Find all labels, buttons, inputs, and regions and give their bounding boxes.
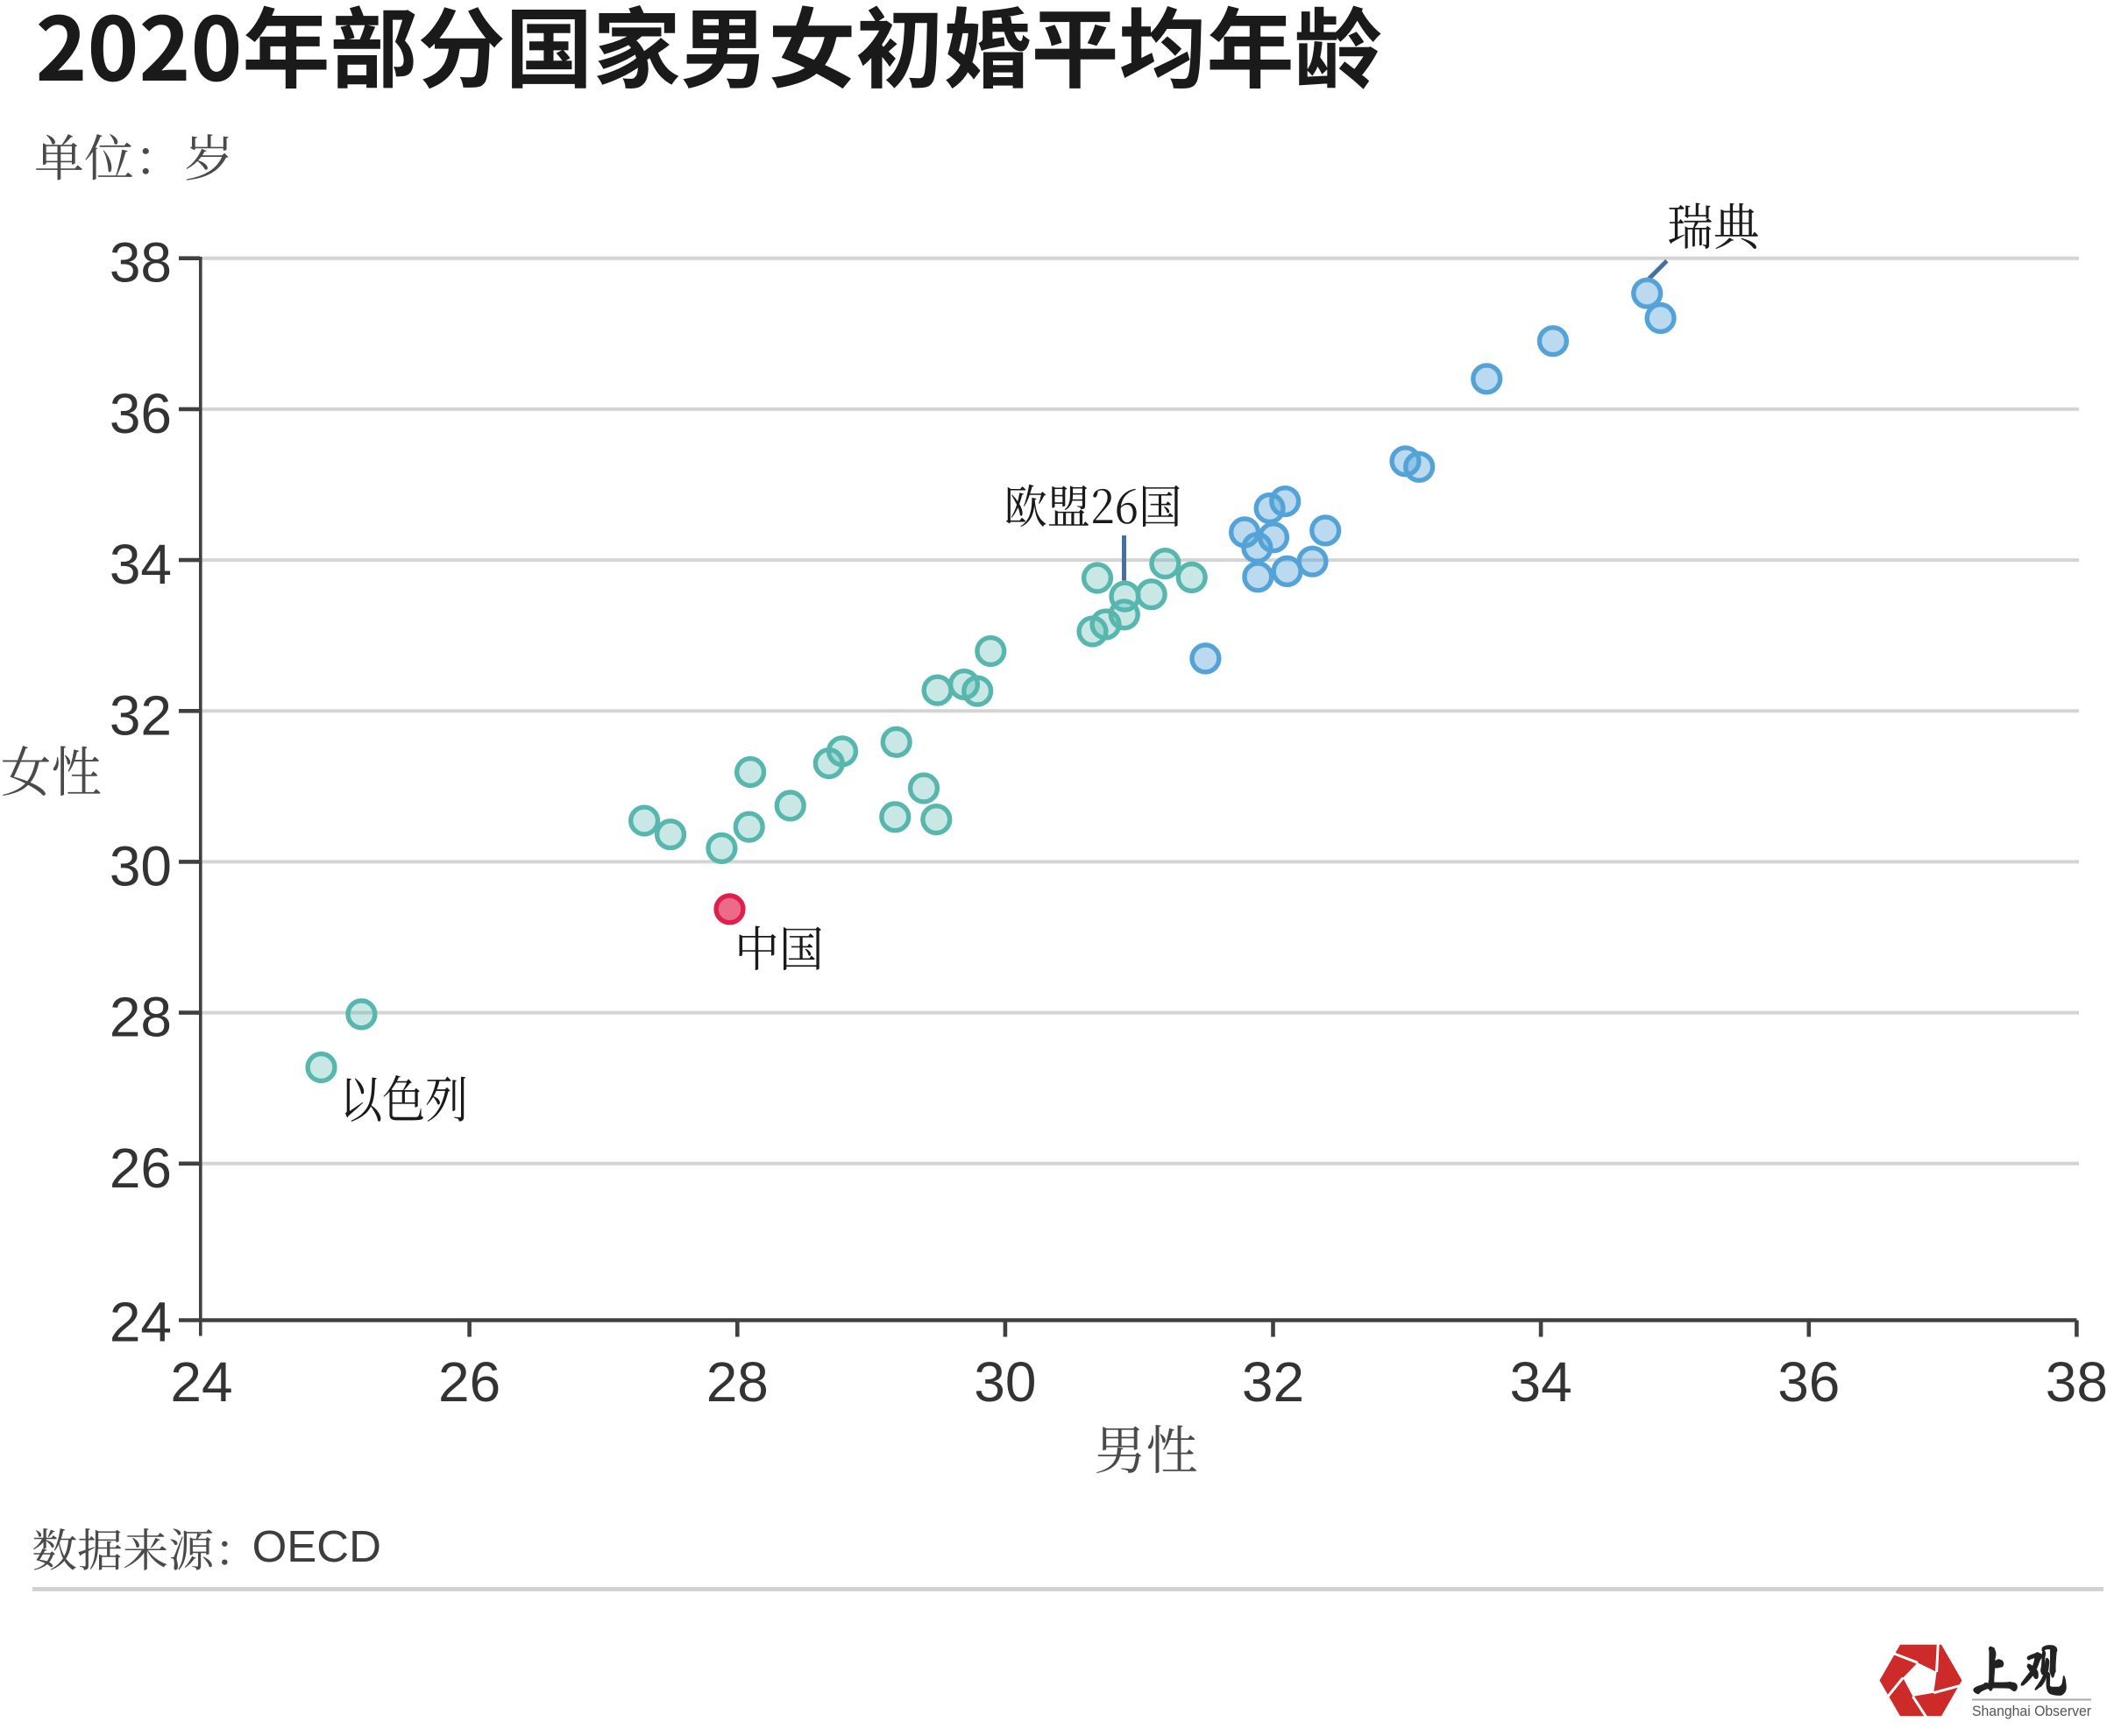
svg-text:38: 38 xyxy=(2046,1350,2107,1414)
svg-text:36: 36 xyxy=(1777,1350,1840,1414)
svg-text:26: 26 xyxy=(110,1137,172,1200)
svg-text:28: 28 xyxy=(110,986,172,1049)
svg-text:28: 28 xyxy=(706,1350,769,1414)
svg-text:24: 24 xyxy=(110,1290,172,1353)
svg-text:32: 32 xyxy=(1242,1350,1304,1414)
svg-text:30: 30 xyxy=(110,834,172,897)
svg-text:Shanghai Observer: Shanghai Observer xyxy=(1972,1704,2091,1719)
svg-text:OECD: OECD xyxy=(252,1521,381,1571)
svg-text:26: 26 xyxy=(438,1350,500,1414)
svg-text:34: 34 xyxy=(110,533,172,596)
svg-text:24: 24 xyxy=(170,1350,232,1414)
svg-text:36: 36 xyxy=(110,382,172,445)
svg-text:30: 30 xyxy=(974,1350,1036,1414)
svg-text:38: 38 xyxy=(110,231,172,294)
svg-text:32: 32 xyxy=(110,684,172,747)
svg-text:34: 34 xyxy=(1510,1350,1572,1414)
